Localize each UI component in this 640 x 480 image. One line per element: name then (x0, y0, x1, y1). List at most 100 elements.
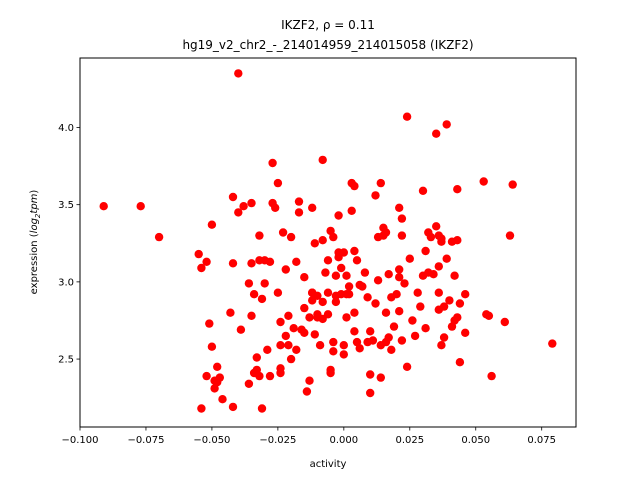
data-point-139 (381, 308, 391, 317)
data-point-58 (286, 354, 296, 364)
data-point-191 (453, 236, 462, 245)
data-point-196 (479, 177, 488, 186)
data-point-163 (418, 186, 428, 195)
x-axis: −0.100 −0.075 −0.050 −0.025 0.000 0.025 0.050 0… (61, 427, 556, 446)
data-point-193 (455, 358, 465, 367)
data-point-8 (205, 319, 214, 328)
data-point-136 (376, 373, 385, 382)
data-point-26 (244, 279, 254, 288)
data-point-155 (400, 279, 409, 288)
data-point-189 (453, 185, 462, 194)
data-point-180 (439, 302, 449, 311)
data-point-182 (442, 120, 451, 129)
points-group (99, 69, 557, 413)
data-point-88 (323, 256, 333, 265)
data-point-76 (310, 239, 319, 248)
data-point-39 (260, 279, 269, 288)
chart-title-line2: hg19_v2_chr2_-_214014959_214015058 (IKZF… (182, 38, 473, 52)
data-point-67 (300, 303, 309, 313)
data-point-104 (339, 248, 348, 257)
data-point-190 (453, 313, 462, 322)
data-point-56 (284, 341, 293, 350)
data-point-53 (278, 228, 288, 237)
data-point-162 (416, 302, 425, 311)
data-point-106 (339, 350, 348, 359)
data-point-187 (450, 271, 459, 280)
data-point-159 (408, 316, 417, 325)
data-point-25 (244, 379, 254, 388)
y-tick-label-2: 3.5 (58, 200, 74, 211)
data-point-42 (265, 371, 275, 381)
x-tick-label-6: 0.050 (461, 435, 490, 446)
y-tick-label-1: 3.0 (58, 277, 74, 288)
data-point-181 (439, 333, 449, 342)
data-point-117 (350, 246, 359, 256)
x-axis-label: activity (310, 459, 347, 470)
data-point-64 (294, 197, 304, 206)
data-point-103 (337, 263, 346, 273)
data-point-6 (202, 257, 211, 266)
data-point-49 (276, 317, 285, 327)
data-point-83 (318, 297, 327, 307)
data-point-157 (402, 362, 412, 371)
data-point-202 (508, 180, 517, 189)
data-point-15 (215, 373, 224, 382)
data-point-126 (366, 327, 375, 336)
data-point-50 (276, 341, 285, 350)
data-point-86 (321, 268, 330, 277)
data-point-165 (421, 246, 430, 256)
data-point-152 (397, 231, 407, 240)
data-point-199 (487, 371, 496, 381)
data-point-146 (389, 322, 399, 331)
data-point-116 (350, 181, 359, 191)
data-point-144 (387, 345, 396, 354)
data-point-87 (323, 310, 333, 319)
data-point-179 (437, 341, 446, 350)
data-point-149 (395, 265, 404, 274)
data-point-143 (384, 270, 393, 279)
data-point-34 (255, 371, 264, 381)
data-point-47 (273, 178, 283, 188)
data-point-21 (234, 69, 243, 78)
data-point-170 (429, 270, 438, 279)
data-point-89 (323, 288, 333, 297)
data-point-183 (442, 254, 451, 263)
data-point-32 (252, 353, 261, 362)
data-point-60 (289, 324, 298, 333)
data-point-131 (371, 191, 380, 200)
data-point-114 (350, 308, 359, 317)
data-point-62 (292, 257, 301, 266)
data-point-43 (265, 257, 275, 266)
data-point-121 (355, 344, 364, 353)
data-point-127 (366, 388, 375, 398)
data-point-94 (329, 337, 338, 347)
x-tick-label-7: 0.075 (527, 435, 556, 446)
data-point-1 (136, 202, 145, 211)
data-point-156 (402, 112, 412, 121)
x-tick-label-1: −0.075 (127, 435, 164, 446)
data-point-96 (331, 297, 341, 307)
data-point-28 (247, 198, 256, 208)
data-point-59 (286, 232, 296, 242)
data-point-172 (432, 222, 441, 231)
data-point-0 (99, 202, 108, 211)
y-axis-label: expression (log2tpm) (29, 190, 42, 295)
data-point-203 (548, 339, 557, 348)
data-point-194 (461, 290, 470, 299)
data-point-111 (344, 290, 354, 299)
data-point-124 (363, 293, 372, 302)
data-point-174 (434, 288, 443, 297)
data-point-85 (318, 236, 327, 245)
chart-title-line1: IKZF2, ρ = 0.11 (281, 18, 375, 32)
data-point-84 (318, 155, 327, 165)
data-point-195 (461, 328, 470, 337)
data-point-98 (331, 271, 341, 280)
data-point-123 (360, 268, 370, 277)
data-point-20 (228, 402, 238, 412)
data-point-105 (339, 341, 348, 350)
y-label-tpm: tpm (29, 193, 40, 213)
data-point-57 (284, 311, 293, 320)
data-point-109 (342, 271, 351, 280)
y-label-subscript: 2 (34, 213, 42, 218)
data-point-70 (305, 313, 314, 322)
